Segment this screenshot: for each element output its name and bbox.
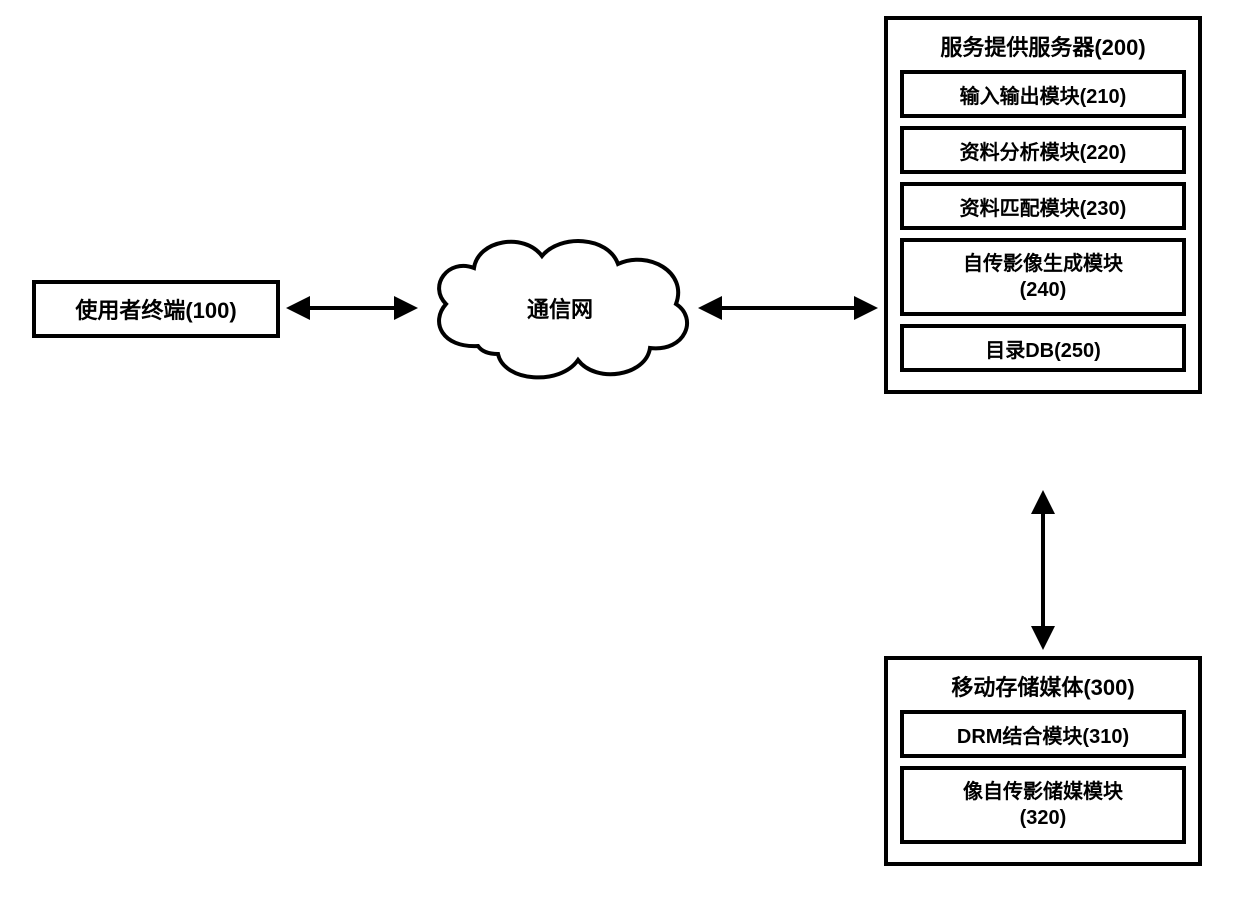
module-drm-label: DRM结合模块(310) — [957, 720, 1129, 749]
module-video-storage: 像自传影储媒模块 (320) — [900, 766, 1186, 844]
module-video-gen-label: 自传影像生成模块 (240) — [963, 251, 1123, 303]
module-analysis: 资料分析模块(220) — [900, 126, 1186, 174]
network-cloud: 通信网 — [420, 226, 700, 390]
module-catalog-db-label: 目录DB(250) — [985, 334, 1101, 363]
storage-title: 移动存储媒体(300) — [900, 670, 1186, 702]
module-catalog-db: 目录DB(250) — [900, 324, 1186, 372]
module-analysis-label: 资料分析模块(220) — [960, 136, 1127, 165]
module-match: 资料匹配模块(230) — [900, 182, 1186, 230]
module-video-gen: 自传影像生成模块 (240) — [900, 238, 1186, 316]
module-match-label: 资料匹配模块(230) — [960, 192, 1127, 221]
module-drm: DRM结合模块(310) — [900, 710, 1186, 758]
storage-container: 移动存储媒体(300) DRM结合模块(310) 像自传影储媒模块 (320) — [884, 656, 1202, 866]
module-io-label: 输入输出模块(210) — [960, 80, 1127, 109]
user-terminal-label: 使用者终端(100) — [75, 293, 236, 325]
server-container: 服务提供服务器(200) 输入输出模块(210) 资料分析模块(220) 资料匹… — [884, 16, 1202, 394]
user-terminal-box: 使用者终端(100) — [32, 280, 280, 338]
server-title: 服务提供服务器(200) — [900, 30, 1186, 62]
module-io: 输入输出模块(210) — [900, 70, 1186, 118]
module-video-storage-label: 像自传影储媒模块 (320) — [963, 779, 1123, 831]
cloud-label: 通信网 — [527, 292, 593, 324]
